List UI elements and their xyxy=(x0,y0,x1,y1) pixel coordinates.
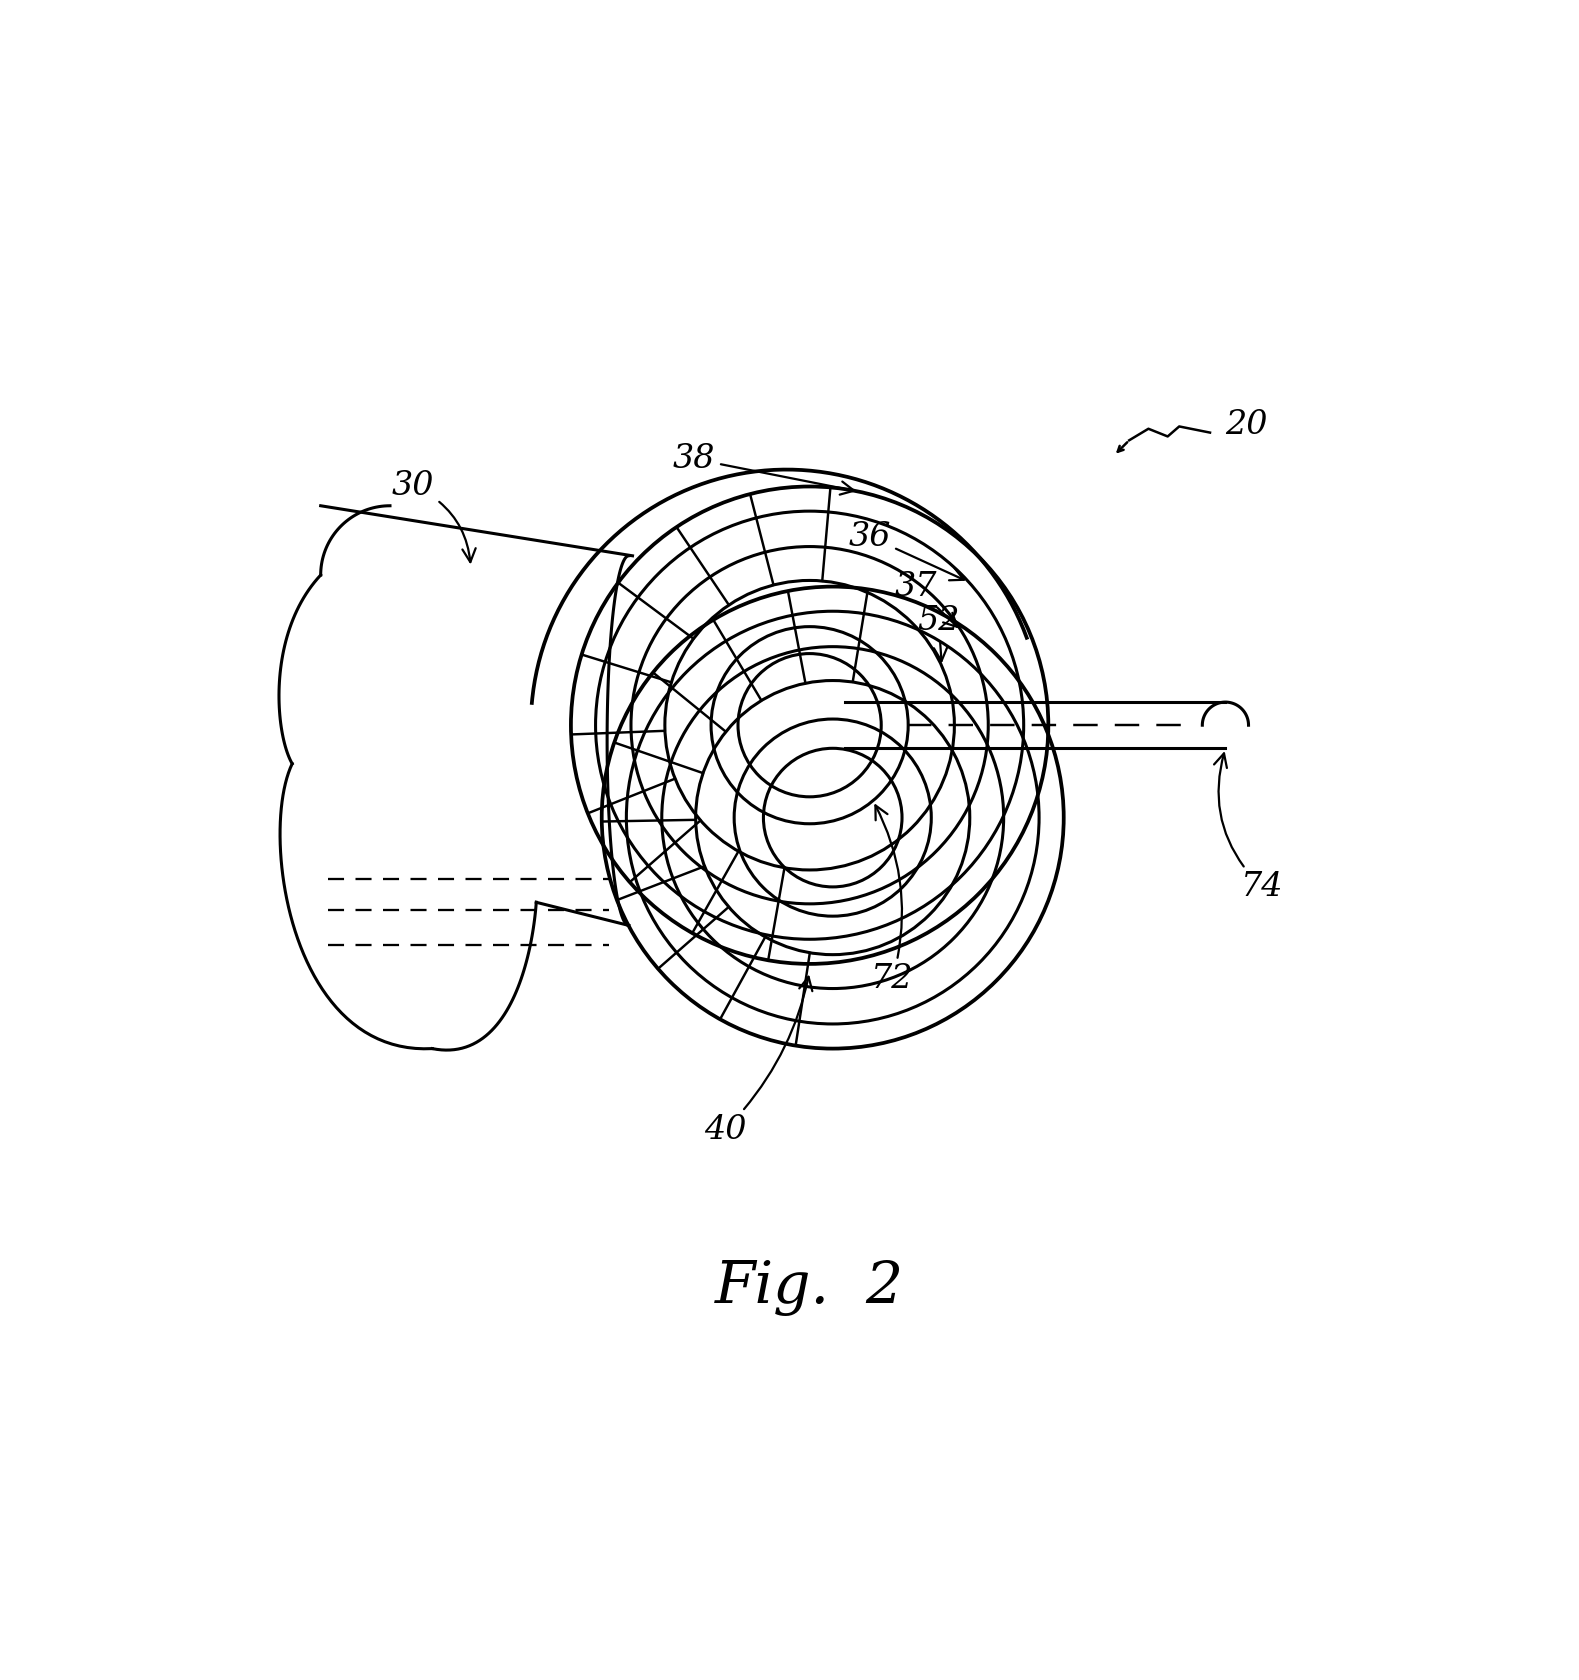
Text: 37: 37 xyxy=(894,571,957,627)
Text: Fig.  2: Fig. 2 xyxy=(715,1258,905,1315)
Text: 74: 74 xyxy=(1214,753,1284,904)
Text: 72: 72 xyxy=(872,805,914,995)
Text: 20: 20 xyxy=(1225,408,1268,440)
Text: 38: 38 xyxy=(673,444,854,494)
Text: 40: 40 xyxy=(704,976,812,1146)
Text: 52: 52 xyxy=(917,605,960,660)
Text: 30: 30 xyxy=(392,470,475,563)
Text: 36: 36 xyxy=(848,521,963,580)
